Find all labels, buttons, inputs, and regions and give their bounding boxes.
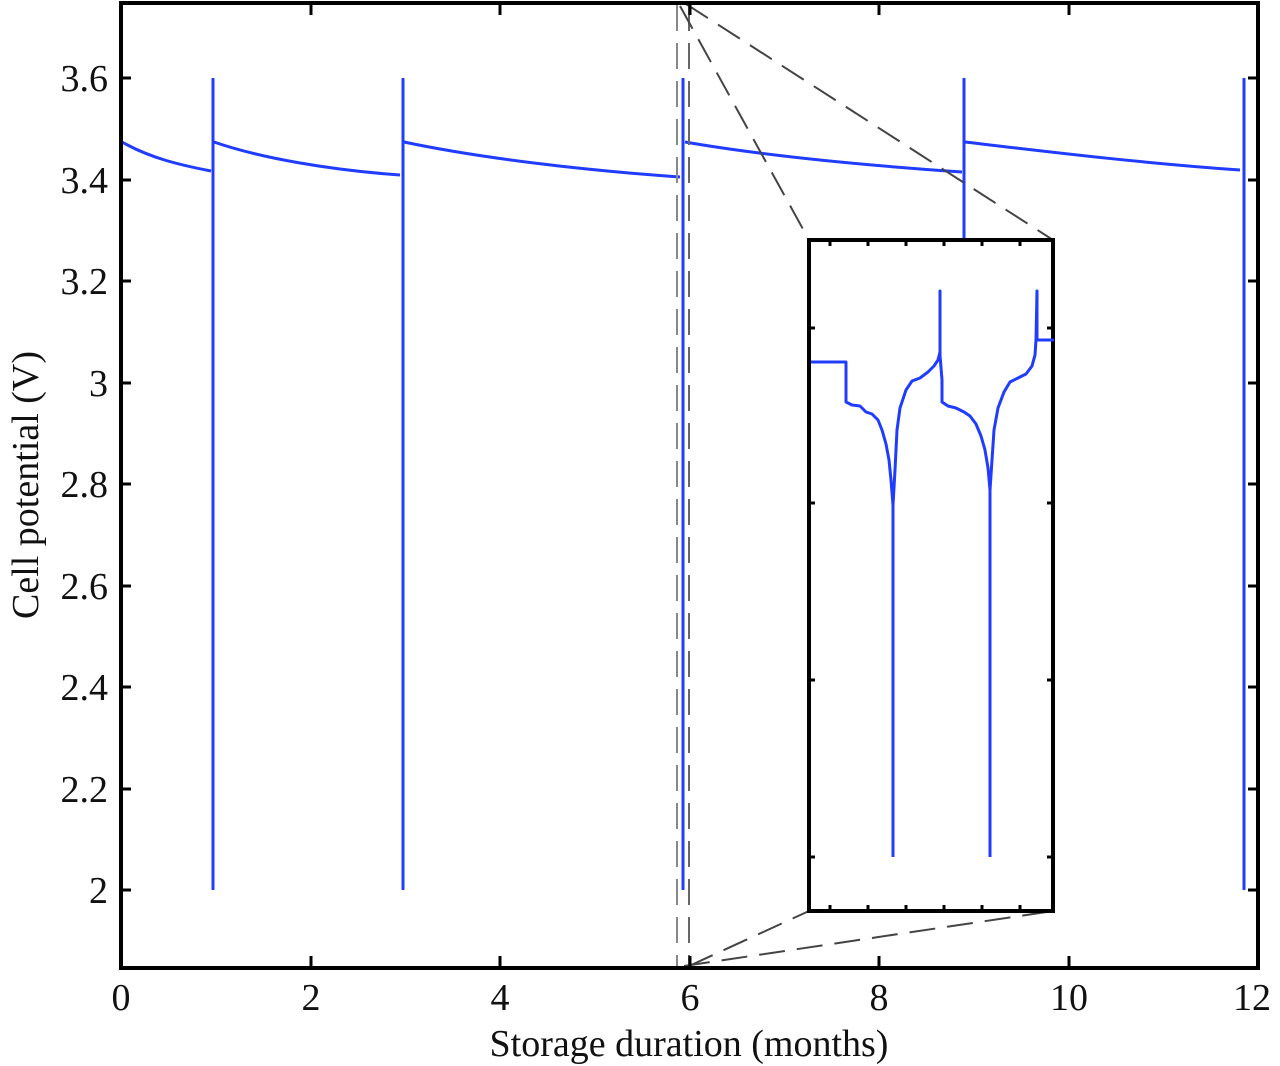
x-axis-ticks — [309, 3, 1071, 968]
x-tick-label: 0 — [112, 977, 131, 1019]
x-tick-label: 6 — [681, 977, 700, 1019]
zoom-region-marker — [676, 3, 1054, 967]
y-tick-label: 3 — [89, 363, 108, 405]
y-tick-label: 3.4 — [61, 160, 109, 202]
x-tick-label: 8 — [870, 977, 889, 1019]
x-tick-label: 12 — [1233, 977, 1271, 1019]
x-tick-label: 4 — [491, 977, 510, 1019]
y-axis-ticks — [121, 76, 1258, 892]
y-tick-label: 2.6 — [61, 566, 109, 608]
y-tick-label: 3.6 — [61, 58, 109, 100]
x-axis-title: Storage duration (months) — [490, 1023, 889, 1065]
y-tick-label: 2 — [89, 870, 108, 912]
data-series-cell-potential — [119, 78, 1246, 890]
x-tick-label: 2 — [302, 977, 321, 1019]
y-axis-tick-labels: 3.6 3.4 3.2 3 2.8 2.6 2.4 2.2 2 — [61, 58, 109, 912]
y-tick-label: 3.2 — [61, 261, 109, 303]
x-tick-label: 10 — [1050, 977, 1088, 1019]
y-axis-title: Cell potential (V) — [5, 351, 47, 619]
y-tick-label: 2.4 — [61, 667, 109, 709]
zoom-inset — [807, 238, 1055, 913]
x-axis-tick-labels: 0 2 4 6 8 10 12 — [112, 977, 1272, 1019]
inset-data-series — [811, 289, 1054, 857]
y-tick-label: 2.8 — [61, 464, 109, 506]
y-tick-label: 2.2 — [61, 769, 109, 811]
